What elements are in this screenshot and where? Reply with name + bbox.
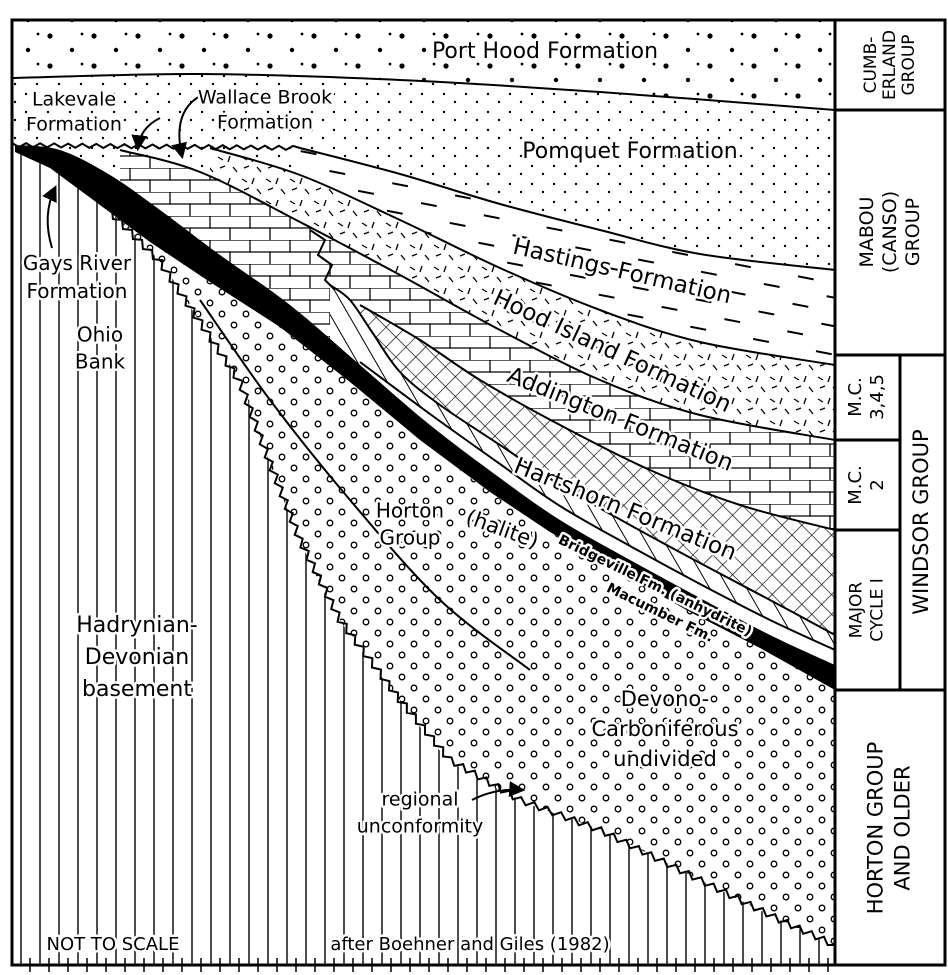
- label-line: MABOU: [856, 197, 878, 268]
- label-line: Devonian: [85, 645, 189, 670]
- label-line: M.C.: [845, 377, 866, 417]
- label-line: Ohio: [77, 322, 123, 346]
- group-label: CUMB-ERLANDGROUP: [861, 30, 919, 100]
- group-label: MAJORCYCLE I: [847, 578, 888, 642]
- label-line: MAJOR: [847, 582, 867, 639]
- label-line: 3,4,5: [867, 374, 888, 420]
- group-label: M.C.3,4,5: [845, 374, 888, 420]
- formation-label: Port Hood Formation: [432, 39, 658, 64]
- label-line: CYCLE I: [868, 578, 888, 642]
- label-line: CUMB-: [861, 37, 881, 94]
- label-line: unconformity: [357, 815, 483, 837]
- label-line: 2: [867, 479, 888, 490]
- label-line: Formation: [26, 113, 122, 135]
- label-line: GROUP: [902, 198, 924, 266]
- group-label: WINDSOR GROUP: [909, 429, 933, 614]
- label-line: Gays River: [23, 251, 132, 275]
- group-label: M.C.2: [845, 465, 888, 505]
- label-line: ERLAND: [880, 30, 900, 100]
- label-line: basement: [82, 677, 192, 702]
- formation-label: Pomquet Formation: [522, 139, 737, 164]
- label-line: Formation: [27, 279, 128, 303]
- label-line: Bank: [75, 349, 126, 373]
- label-line: Group: [380, 525, 441, 549]
- label-line: Horton: [376, 498, 444, 522]
- stratigraphic-diagram: Port Hood Formation Lakevale Formation Wall…: [0, 0, 948, 975]
- label-line: Hadrynian-: [76, 613, 197, 638]
- group-label: MABOU(CANSO)GROUP: [856, 191, 924, 273]
- label-line: M.C.: [845, 465, 866, 505]
- label-line: regional: [381, 788, 458, 810]
- note: NOT TO SCALE: [47, 934, 180, 955]
- label-line: AND OLDER: [891, 765, 915, 890]
- formation-label: Hadrynian- Devonian basement: [76, 613, 197, 702]
- page: {"labels": { "port_hood": "Port Hood For…: [0, 0, 948, 975]
- label-line: (CANSO): [879, 191, 901, 273]
- label-line: Wallace Brook: [198, 86, 332, 108]
- label-line: Lakevale: [32, 88, 116, 110]
- label-line: GROUP: [899, 34, 919, 95]
- label-line: Devono-: [621, 687, 710, 711]
- label-line: Formation: [217, 111, 313, 133]
- label-line: undivided: [613, 747, 717, 771]
- label-line: HORTON GROUP: [864, 742, 888, 915]
- label-line: Carboniferous: [591, 717, 738, 741]
- note: after Boehner and Giles (1982): [330, 934, 609, 955]
- label-line: WINDSOR GROUP: [909, 429, 933, 614]
